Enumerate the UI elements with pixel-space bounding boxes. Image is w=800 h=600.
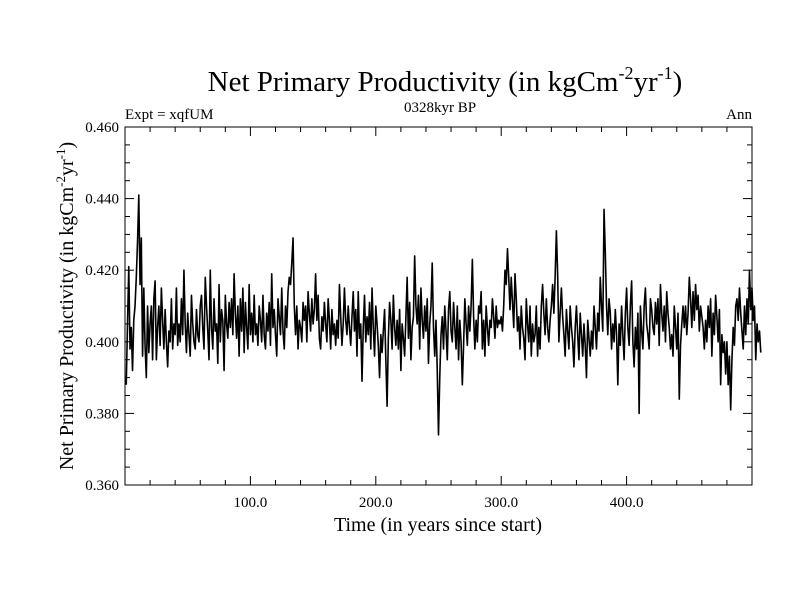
chart-title-end: ) [673, 66, 683, 98]
y-axis-label-sup1: -2 [53, 176, 68, 187]
chart-title-sup2: -1 [658, 63, 673, 83]
axis-tick-labels: 100.0 200.0 300.0 400.0 0.360 0.380 0.400 0.420… [85, 120, 643, 511]
y-axis-label: Net Primary Productivity (in kgCm-2yr-1) [53, 142, 78, 470]
y-tick-label: 0.460 [85, 120, 119, 136]
y-tick-label: 0.420 [85, 263, 119, 279]
y-axis-label-main: Net Primary Productivity (in kgCm [56, 186, 78, 470]
y-axis-label-sup2: -1 [53, 149, 68, 160]
chart-title-main: Net Primary Productivity (in kgCm [208, 66, 619, 98]
chart-title-sup1: -2 [618, 63, 633, 83]
y-tick-label: 0.440 [85, 192, 119, 208]
axis-ticks [125, 126, 752, 486]
chart-title-mid: yr [633, 66, 658, 98]
y-axis-label-mid: yr [56, 159, 78, 176]
subtitle-left: Expt = xqfUM [125, 107, 213, 123]
y-axis-label-end: ) [56, 142, 78, 149]
x-tick-label: 400.0 [610, 495, 644, 511]
x-tick-label: 100.0 [234, 495, 268, 511]
y-tick-label: 0.380 [85, 406, 119, 422]
subtitle-center: 0328kyr BP [404, 100, 476, 116]
npp-series-line [125, 194, 762, 436]
subtitle-right: Ann [726, 107, 752, 123]
y-tick-label: 0.400 [85, 335, 119, 351]
x-tick-label: 200.0 [359, 495, 393, 511]
x-axis-label: Time (in years since start) [334, 514, 542, 536]
x-tick-label: 300.0 [484, 495, 518, 511]
chart-title: Net Primary Productivity (in kgCm-2yr-1) [208, 63, 683, 98]
y-tick-label: 0.360 [85, 478, 119, 494]
